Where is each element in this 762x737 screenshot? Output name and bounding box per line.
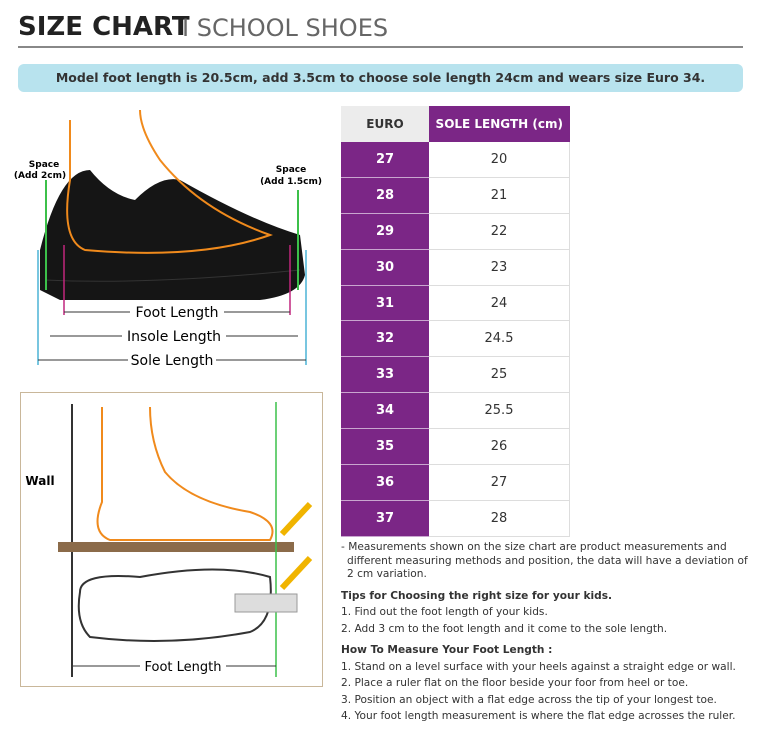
- shoe: [40, 170, 305, 300]
- space-label: (Add 1.5cm): [260, 177, 322, 187]
- euro-size: 30: [341, 249, 429, 286]
- sole-length: 26: [429, 428, 570, 466]
- space-label: Space: [29, 160, 59, 170]
- foot-outline: [96, 406, 274, 541]
- column-header: SOLE LENGTH (cm): [429, 106, 570, 142]
- table-row: 33 25: [341, 356, 570, 394]
- table-row: 29 22: [341, 213, 570, 250]
- table-row: 31 24: [341, 285, 570, 322]
- insole-length-label: Insole Length: [127, 329, 221, 345]
- euro-size: 27: [341, 142, 429, 178]
- euro-size: 28: [341, 177, 429, 214]
- euro-size: 36: [341, 464, 429, 501]
- floor: [58, 542, 294, 552]
- sole-length: 27: [429, 464, 570, 501]
- sole-length: 28: [429, 500, 570, 537]
- wall-label: Wall: [25, 474, 54, 488]
- shoe-diagram: Space (Add 2cm) Space (Add 1.5cm) Foot L…: [14, 109, 322, 369]
- euro-size: 31: [341, 285, 429, 322]
- notes: - Measurements shown on the size chart a…: [341, 541, 751, 724]
- pencil: [279, 501, 313, 537]
- sole-length: 25.5: [429, 392, 570, 430]
- foot-length-label: Foot Length: [136, 305, 219, 321]
- list-item: 1. Stand on a level surface with your he…: [341, 660, 736, 673]
- euro-size: 34: [341, 392, 429, 430]
- table-row: 30 23: [341, 249, 570, 286]
- table-row: 35 26: [341, 428, 570, 466]
- tips-title: Tips for Choosing the right size for you…: [341, 589, 613, 602]
- table-row: 34 25.5: [341, 392, 570, 430]
- table-row: 27 20: [341, 142, 570, 178]
- banner: Model foot length is 20.5cm, add 3.5cm t…: [18, 64, 743, 92]
- foot-diagram: Wall Foot Length: [20, 392, 323, 687]
- shoe-sole-line: [44, 269, 301, 282]
- sole-length: 25: [429, 356, 570, 394]
- measure-title: How To Measure Your Foot Length :: [341, 644, 553, 656]
- space-label: (Add 2cm): [14, 171, 66, 181]
- note: - Measurements shown on the size chart a…: [341, 541, 748, 580]
- list-item: 2. Place a ruler flat on the floor besid…: [341, 677, 689, 689]
- footprint: [77, 568, 272, 642]
- sole-length: 22: [429, 213, 570, 250]
- euro-size: 37: [341, 500, 429, 537]
- sole-length: 20: [429, 142, 570, 178]
- table-row: 28 21: [341, 177, 570, 214]
- list-item: 1. Find out the foot length of your kids…: [341, 606, 548, 618]
- title: SIZE CHART: [18, 12, 190, 42]
- space-label: Space: [276, 165, 306, 175]
- list-item: 3. Position an object with a flat edge a…: [341, 693, 717, 706]
- table-row: 36 27: [341, 464, 570, 501]
- euro-size: 35: [341, 428, 429, 466]
- ruler: [234, 593, 298, 613]
- column-header: EURO: [341, 106, 429, 142]
- subtitle: I SCHOOL SHOES: [182, 14, 389, 42]
- sole-length: 21: [429, 177, 570, 214]
- divider: [18, 46, 743, 48]
- foot-outline: [66, 109, 273, 254]
- sole-length-label: Sole Length: [131, 353, 214, 369]
- list-item: 4. Your foot length measurement is where…: [341, 710, 736, 722]
- euro-size: 29: [341, 213, 429, 250]
- euro-size: 33: [341, 356, 429, 394]
- euro-size: 32: [341, 320, 429, 358]
- table-header: EURO SOLE LENGTH (cm): [341, 106, 570, 142]
- foot-length-label: Foot Length: [145, 660, 222, 675]
- pencil: [279, 555, 313, 591]
- table-row: 32 24.5: [341, 320, 570, 358]
- sole-length: 24: [429, 285, 570, 322]
- size-table: EURO SOLE LENGTH (cm) 27 20 28 21 29 22 30 23 31…: [341, 106, 570, 537]
- table-row: 37 28: [341, 500, 570, 537]
- list-item: 2. Add 3 cm to the foot length and it co…: [341, 622, 668, 635]
- sole-length: 24.5: [429, 320, 570, 358]
- sole-length: 23: [429, 249, 570, 286]
